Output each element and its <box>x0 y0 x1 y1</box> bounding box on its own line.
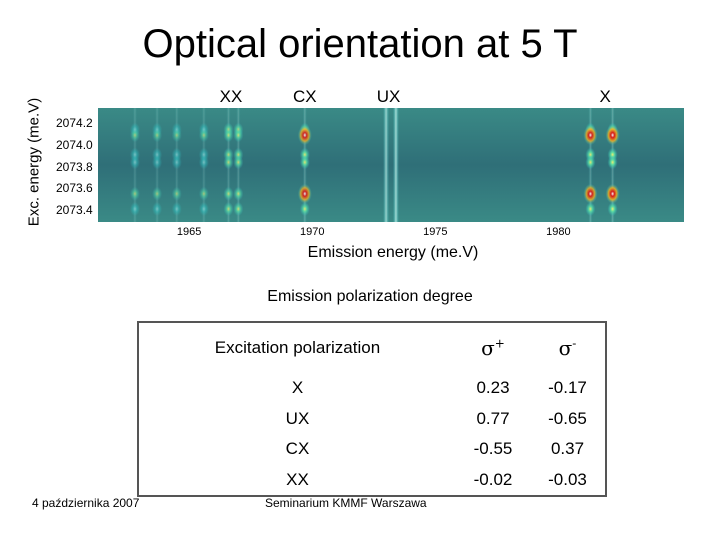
intensity-spot <box>223 201 234 216</box>
y-tick-label: 2074.0 <box>56 138 93 152</box>
x-tick-label: 1980 <box>546 226 571 238</box>
intensity-spot <box>171 128 182 143</box>
row-label: UX <box>285 408 310 428</box>
footer-date: 4 października 2007 <box>32 496 140 510</box>
intensity-spot <box>171 201 182 216</box>
peak-label-ux: UX <box>376 87 401 106</box>
table-row: X 0.23 -0.17 <box>138 373 606 403</box>
table-row: XX -0.02 -0.03 <box>138 464 606 496</box>
table-row: CX -0.55 0.37 <box>138 434 606 464</box>
intensity-spot <box>198 128 209 143</box>
intensity-spot <box>129 186 140 201</box>
intensity-spot <box>299 201 310 216</box>
x-tick-label: 1975 <box>423 226 448 238</box>
peak-label-x: X <box>599 87 611 106</box>
intensity-spot <box>233 155 244 170</box>
y-tick-label: 2074.2 <box>56 116 93 131</box>
cell-sigma-minus: -0.03 <box>548 469 587 489</box>
intensity-spot <box>297 125 312 146</box>
cell-sigma-plus: 0.23 <box>476 378 510 398</box>
footer-event: Seminarium KMMF Warszawa <box>265 496 427 510</box>
table-row: UX 0.77 -0.65 <box>138 403 606 433</box>
intensity-spot <box>223 128 234 143</box>
intensity-spot <box>583 183 598 204</box>
peak-label-cx: CX <box>293 87 317 106</box>
intensity-spot <box>585 155 596 170</box>
intensity-spot <box>152 186 163 201</box>
header-excitation: Excitation polarization <box>214 338 381 357</box>
intensity-spot <box>605 183 620 204</box>
x-axis-label: Emission energy (me.V) <box>307 244 479 261</box>
intensity-spot <box>583 125 598 146</box>
peak-label-xx: XX <box>219 87 243 106</box>
y-tick-label: 2073.6 <box>56 181 93 196</box>
cell-sigma-plus: -0.02 <box>473 469 513 489</box>
cell-sigma-minus: -0.65 <box>548 408 587 428</box>
heatmap-plot <box>98 108 684 222</box>
intensity-spot <box>198 155 209 170</box>
intensity-spot <box>233 186 244 201</box>
intensity-spot <box>129 155 140 170</box>
x-tick-label: 1965 <box>176 226 202 238</box>
y-tick-label: 2073.4 <box>56 203 93 218</box>
intensity-spot <box>299 155 310 170</box>
intensity-spot <box>171 186 182 201</box>
emission-line <box>392 108 399 222</box>
intensity-spot <box>223 186 234 201</box>
polarization-table: Excitation polarization σ+ σ- X 0.23 -0.… <box>137 321 607 497</box>
y-tick-label: 2073.8 <box>56 159 93 174</box>
intensity-spot <box>198 186 209 201</box>
emission-line <box>383 108 390 222</box>
intensity-spot <box>129 128 140 143</box>
cell-sigma-plus: -0.55 <box>473 438 513 458</box>
y-axis-label: Exc. energy (me.V) <box>25 97 43 227</box>
cell-sigma-minus: -0.17 <box>548 378 587 398</box>
intensity-spot <box>152 201 163 216</box>
intensity-spot <box>585 201 596 216</box>
intensity-spot <box>152 128 163 143</box>
intensity-spot <box>171 155 182 170</box>
cell-sigma-plus: 0.77 <box>476 408 510 428</box>
intensity-spot <box>223 155 234 170</box>
x-tick-label: 1970 <box>299 226 325 238</box>
intensity-spot <box>233 201 244 216</box>
intensity-spot <box>607 155 618 170</box>
intensity-spot <box>297 183 312 204</box>
intensity-spot <box>605 125 620 146</box>
row-label: XX <box>286 469 309 489</box>
intensity-spot <box>152 155 163 170</box>
intensity-spot <box>607 201 618 216</box>
chart-title: Optical orientation at 5 T <box>142 22 578 66</box>
row-label: X <box>291 378 304 398</box>
table-header-row: Excitation polarization σ+ σ- <box>138 322 606 373</box>
intensity-spot <box>233 128 244 143</box>
header-sigma-minus: σ- <box>558 336 577 360</box>
cell-sigma-minus: 0.37 <box>550 438 585 458</box>
intensity-spot <box>129 201 140 216</box>
table-title: Emission polarization degree <box>267 288 473 305</box>
row-label: CX <box>285 438 310 458</box>
heatmap-background <box>98 108 684 222</box>
header-sigma-plus: σ+ <box>481 336 505 360</box>
intensity-spot <box>198 201 209 216</box>
